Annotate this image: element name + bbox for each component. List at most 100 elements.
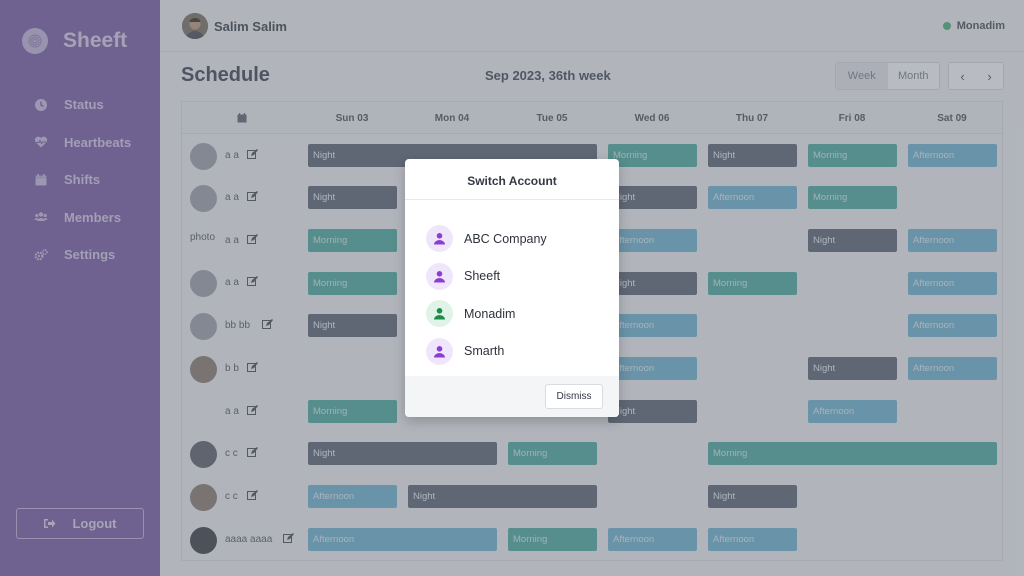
member-name: b b — [225, 363, 239, 374]
sidebar-item-members[interactable]: Members — [34, 199, 131, 237]
logout-label: Logout — [72, 516, 117, 531]
user-icon — [426, 262, 453, 290]
shift-block[interactable]: Morning — [308, 400, 397, 423]
user-icon — [426, 300, 453, 328]
sidebar-item-shifts[interactable]: Shifts — [34, 161, 131, 199]
modal-footer: Dismiss — [405, 376, 619, 417]
edit-icon[interactable] — [247, 149, 258, 160]
shift-block[interactable]: Afternoon — [608, 314, 697, 337]
edit-icon[interactable] — [247, 490, 258, 501]
edit-icon[interactable] — [262, 319, 273, 330]
shift-block[interactable]: Afternoon — [308, 485, 397, 508]
chevron-right-icon: › — [987, 68, 992, 84]
month-view-button[interactable]: Month — [897, 70, 929, 82]
shift-block[interactable]: Night — [808, 229, 897, 252]
account-list: ABC Company Sheeft Monadim Smarth — [426, 220, 547, 370]
period-label: Sep 2023, 36th week — [485, 68, 611, 83]
shift-block[interactable]: Afternoon — [608, 357, 697, 380]
dismiss-button[interactable]: Dismiss — [545, 384, 603, 409]
shift-block[interactable]: Night — [708, 485, 797, 508]
shift-block[interactable]: Night — [308, 442, 497, 465]
active-account[interactable]: Monadim — [942, 20, 1005, 32]
user-icon — [426, 337, 453, 365]
shift-block[interactable]: Night — [608, 272, 697, 295]
logout-button[interactable]: Logout — [16, 508, 144, 539]
shift-block[interactable]: Afternoon — [708, 186, 797, 209]
account-item-abc-company[interactable]: ABC Company — [426, 220, 547, 258]
user-menu[interactable]: Salim Salim — [182, 13, 287, 39]
shift-block[interactable]: Afternoon — [708, 528, 797, 551]
member-name: c c — [225, 491, 238, 502]
sidebar-item-status[interactable]: Status — [34, 86, 131, 124]
user-icon — [426, 225, 453, 253]
avatar — [190, 441, 217, 468]
modal-title: Switch Account — [405, 159, 619, 200]
week-view-button[interactable]: Week — [836, 63, 888, 89]
shift-block[interactable]: Night — [708, 144, 797, 167]
shift-block[interactable]: Afternoon — [808, 400, 897, 423]
edit-icon[interactable] — [247, 276, 258, 287]
member-name: a a — [225, 150, 239, 161]
shift-block[interactable]: Night — [308, 314, 397, 337]
shift-block[interactable]: Afternoon — [908, 229, 997, 252]
shift-block[interactable]: Morning — [508, 528, 597, 551]
shift-block[interactable]: Afternoon — [908, 314, 997, 337]
shift-block[interactable]: Morning — [708, 272, 797, 295]
shift-block[interactable]: Afternoon — [308, 528, 497, 551]
account-item-sheeft[interactable]: Sheeft — [426, 258, 547, 296]
sidebar-nav: Status Heartbeats Shifts Members Setting… — [34, 86, 131, 274]
avatar — [190, 356, 217, 383]
shift-block[interactable]: Night — [808, 357, 897, 380]
users-icon — [34, 210, 48, 224]
column-header: Fri 08 — [838, 113, 866, 124]
edit-icon[interactable] — [247, 405, 258, 416]
shift-block[interactable]: Morning — [808, 144, 897, 167]
account-name: ABC Company — [464, 231, 547, 246]
shift-block[interactable]: Morning — [608, 144, 697, 167]
edit-icon[interactable] — [247, 191, 258, 202]
sidebar-item-label: Status — [64, 97, 104, 113]
shift-block[interactable]: Morning — [308, 229, 397, 252]
member-name: a a — [225, 406, 239, 417]
status-dot — [942, 22, 951, 30]
topbar: Salim Salim Monadim — [160, 0, 1024, 52]
shift-block[interactable]: Afternoon — [608, 528, 697, 551]
shift-block[interactable]: Afternoon — [908, 144, 997, 167]
week-pager: ‹ › — [948, 62, 1004, 90]
avatar — [190, 313, 217, 340]
member-name: a a — [225, 277, 239, 288]
sidebar-item-heartbeats[interactable]: Heartbeats — [34, 124, 131, 162]
account-item-monadim[interactable]: Monadim — [426, 295, 547, 333]
edit-icon[interactable] — [247, 234, 258, 245]
edit-icon[interactable] — [247, 362, 258, 373]
shift-block[interactable]: Morning — [508, 442, 597, 465]
member-name: bb bb — [225, 320, 251, 331]
shift-block[interactable]: Morning — [708, 442, 997, 465]
account-item-smarth[interactable]: Smarth — [426, 333, 547, 371]
column-header: Wed 06 — [634, 113, 670, 124]
shift-block[interactable]: Morning — [808, 186, 897, 209]
member-name: c c — [225, 448, 238, 459]
account-name: Monadim — [464, 306, 516, 321]
shift-block[interactable]: Night — [608, 186, 697, 209]
shift-block[interactable]: Afternoon — [908, 272, 997, 295]
prev-week-button[interactable]: ‹ — [949, 63, 976, 89]
page-title: Schedule — [181, 64, 270, 86]
sidebar-item-settings[interactable]: Settings — [34, 236, 131, 274]
shift-block[interactable]: Morning — [308, 272, 397, 295]
active-account-name: Monadim — [956, 20, 1005, 32]
member-name: aaaa aaaa — [225, 534, 273, 545]
shift-block[interactable]: Afternoon — [608, 229, 697, 252]
shift-block[interactable]: Night — [408, 485, 597, 508]
next-week-button[interactable]: › — [976, 63, 1003, 89]
sidebar-item-label: Shifts — [64, 172, 101, 188]
edit-icon[interactable] — [247, 447, 258, 458]
account-name: Smarth — [464, 344, 505, 359]
shift-block[interactable]: Afternoon — [908, 357, 997, 380]
sidebar-item-label: Settings — [64, 247, 116, 263]
shift-block[interactable]: Night — [308, 186, 397, 209]
view-toggle: Week Month — [835, 62, 940, 90]
gears-icon — [34, 248, 48, 262]
edit-icon[interactable] — [283, 533, 294, 544]
shift-block[interactable]: Night — [608, 400, 697, 423]
